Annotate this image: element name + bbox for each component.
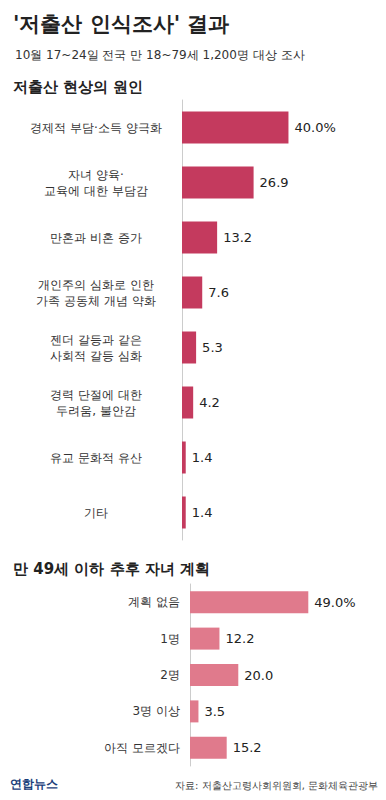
svg-text:유교 문화적 유산: 유교 문화적 유산 <box>50 451 142 465</box>
svg-text:사회적 갈등 심화: 사회적 갈등 심화 <box>50 349 142 363</box>
svg-text:가족 공동체 개념 약화: 가족 공동체 개념 약화 <box>36 294 155 308</box>
svg-text:경제적 부담·소득 양극화: 경제적 부담·소득 양극화 <box>30 121 161 135</box>
svg-text:1명: 1명 <box>160 632 180 646</box>
svg-text:만혼과 비혼 증가: 만혼과 비혼 증가 <box>50 231 142 245</box>
svg-text:40.0%: 40.0% <box>294 120 335 135</box>
svg-text:만 49세 이하 추후 자녀 계획: 만 49세 이하 추후 자녀 계획 <box>13 560 210 578</box>
svg-text:5.3: 5.3 <box>202 340 223 355</box>
svg-text:교육에 대한 부담감: 교육에 대한 부담감 <box>44 184 148 198</box>
svg-text:26.9: 26.9 <box>260 175 289 190</box>
svg-text:49.0%: 49.0% <box>314 595 355 610</box>
svg-text:기타: 기타 <box>84 506 108 520</box>
svg-text:4.2: 4.2 <box>199 395 220 410</box>
svg-text:경력 단절에 대한: 경력 단절에 대한 <box>50 388 142 402</box>
svg-text:7.6: 7.6 <box>208 285 229 300</box>
svg-text:20.0: 20.0 <box>244 668 273 683</box>
svg-text:1.4: 1.4 <box>192 505 213 520</box>
svg-text:3명 이상: 3명 이상 <box>133 704 180 718</box>
svg-text:젠더 갈등과 같은: 젠더 갈등과 같은 <box>50 333 142 347</box>
svg-text:13.2: 13.2 <box>223 230 252 245</box>
svg-text:15.2: 15.2 <box>233 740 262 755</box>
svg-text:계획 없음: 계획 없음 <box>128 595 180 609</box>
svg-text:개인주의 심화로 인한: 개인주의 심화로 인한 <box>38 278 154 292</box>
svg-text:자녀 양육·: 자녀 양육· <box>68 168 124 182</box>
svg-text:12.2: 12.2 <box>225 631 254 646</box>
svg-text:아직 모르겠다: 아직 모르겠다 <box>104 741 180 755</box>
svg-text:1.4: 1.4 <box>192 450 213 465</box>
svg-text:2명: 2명 <box>160 668 180 682</box>
svg-text:자료: 저출산고령사회위원회, 문화체육관광부: 자료: 저출산고령사회위원회, 문화체육관광부 <box>175 780 378 791</box>
svg-text:'저출산 인식조사' 결과: '저출산 인식조사' 결과 <box>13 12 229 36</box>
svg-text:10월 17~24일 전국 만 18~79세 1,200명: 10월 17~24일 전국 만 18~79세 1,200명 대상 조사 <box>15 48 305 62</box>
svg-text:연합뉴스: 연합뉴스 <box>10 777 58 791</box>
svg-text:두려움, 불안감: 두려움, 불안감 <box>56 404 136 418</box>
svg-text:3.5: 3.5 <box>204 704 225 719</box>
svg-text:저출산 현상의 원인: 저출산 현상의 원인 <box>13 78 143 96</box>
